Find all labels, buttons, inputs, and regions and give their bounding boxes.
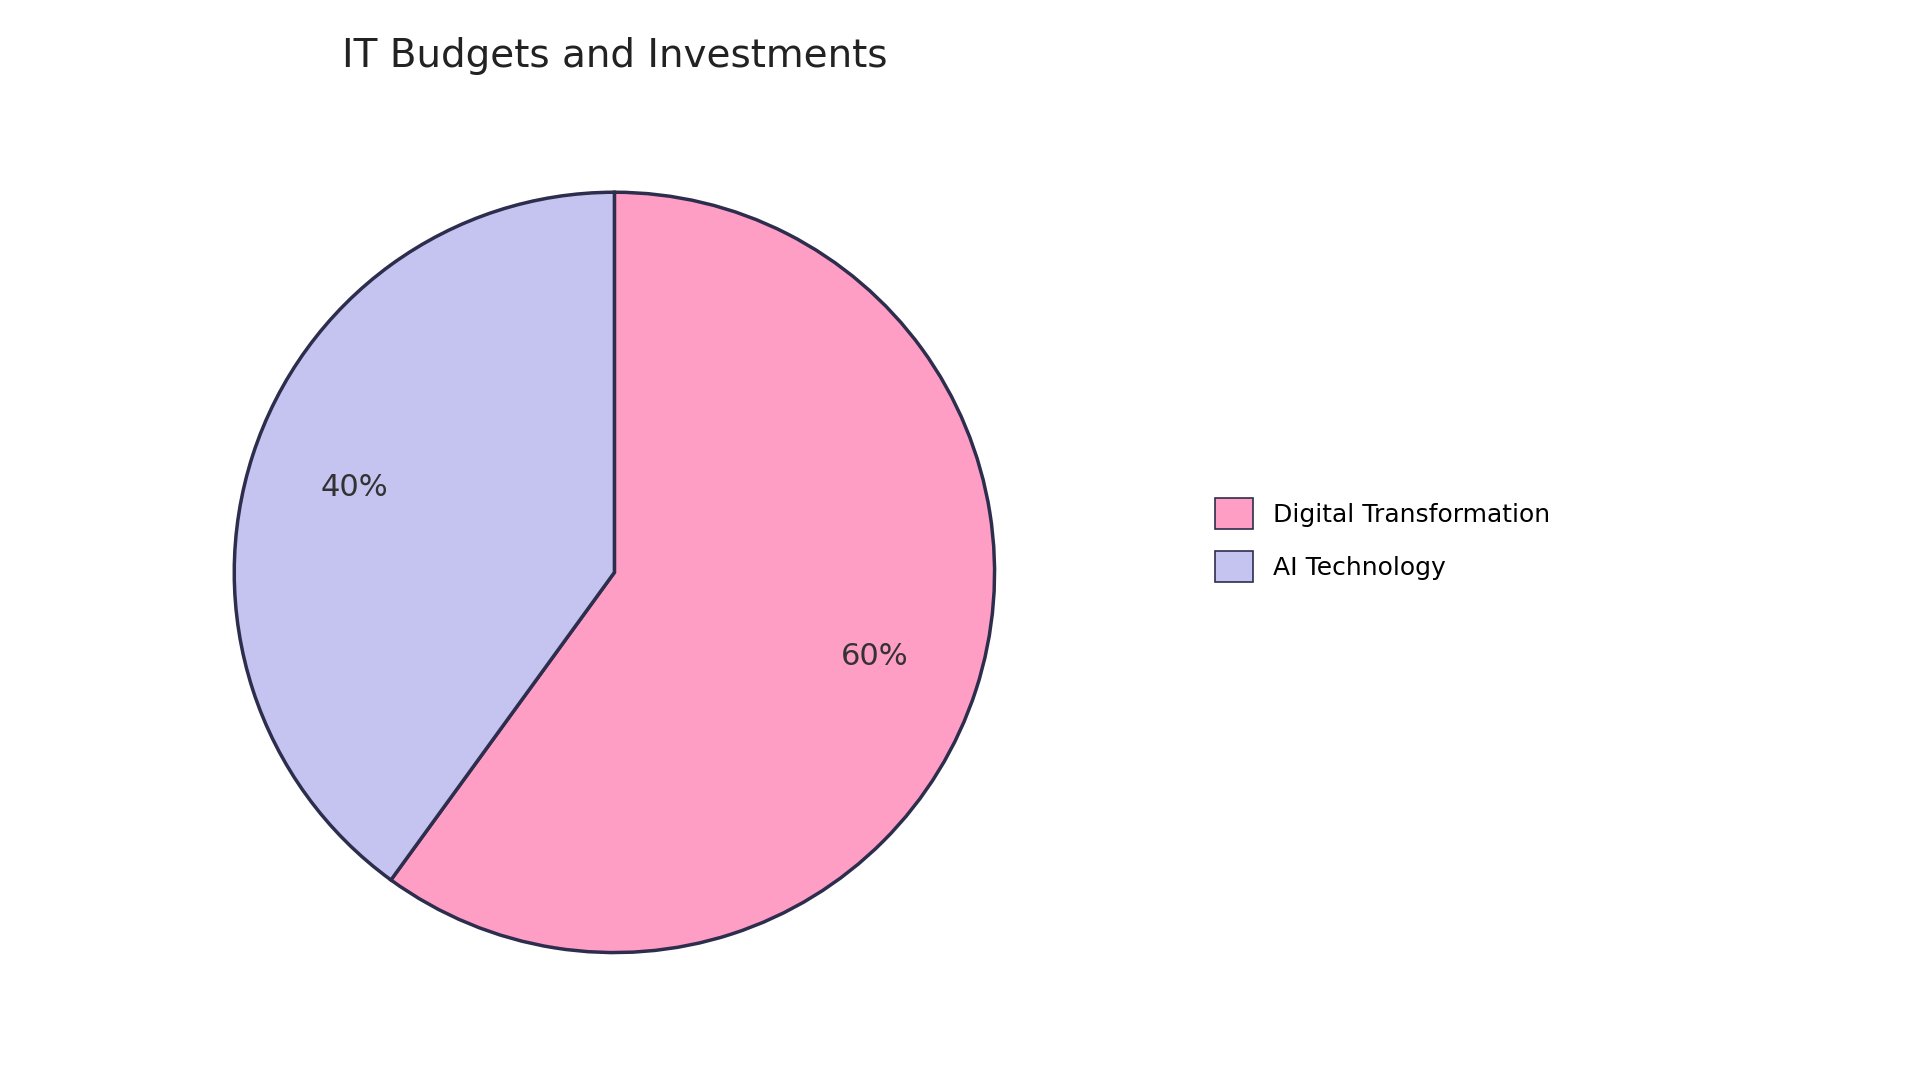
Legend: Digital Transformation, AI Technology: Digital Transformation, AI Technology [1202,486,1563,594]
Wedge shape [234,192,614,880]
Wedge shape [392,192,995,953]
Text: 60%: 60% [841,643,908,672]
Title: IT Budgets and Investments: IT Budgets and Investments [342,37,887,75]
Text: 40%: 40% [321,473,388,502]
